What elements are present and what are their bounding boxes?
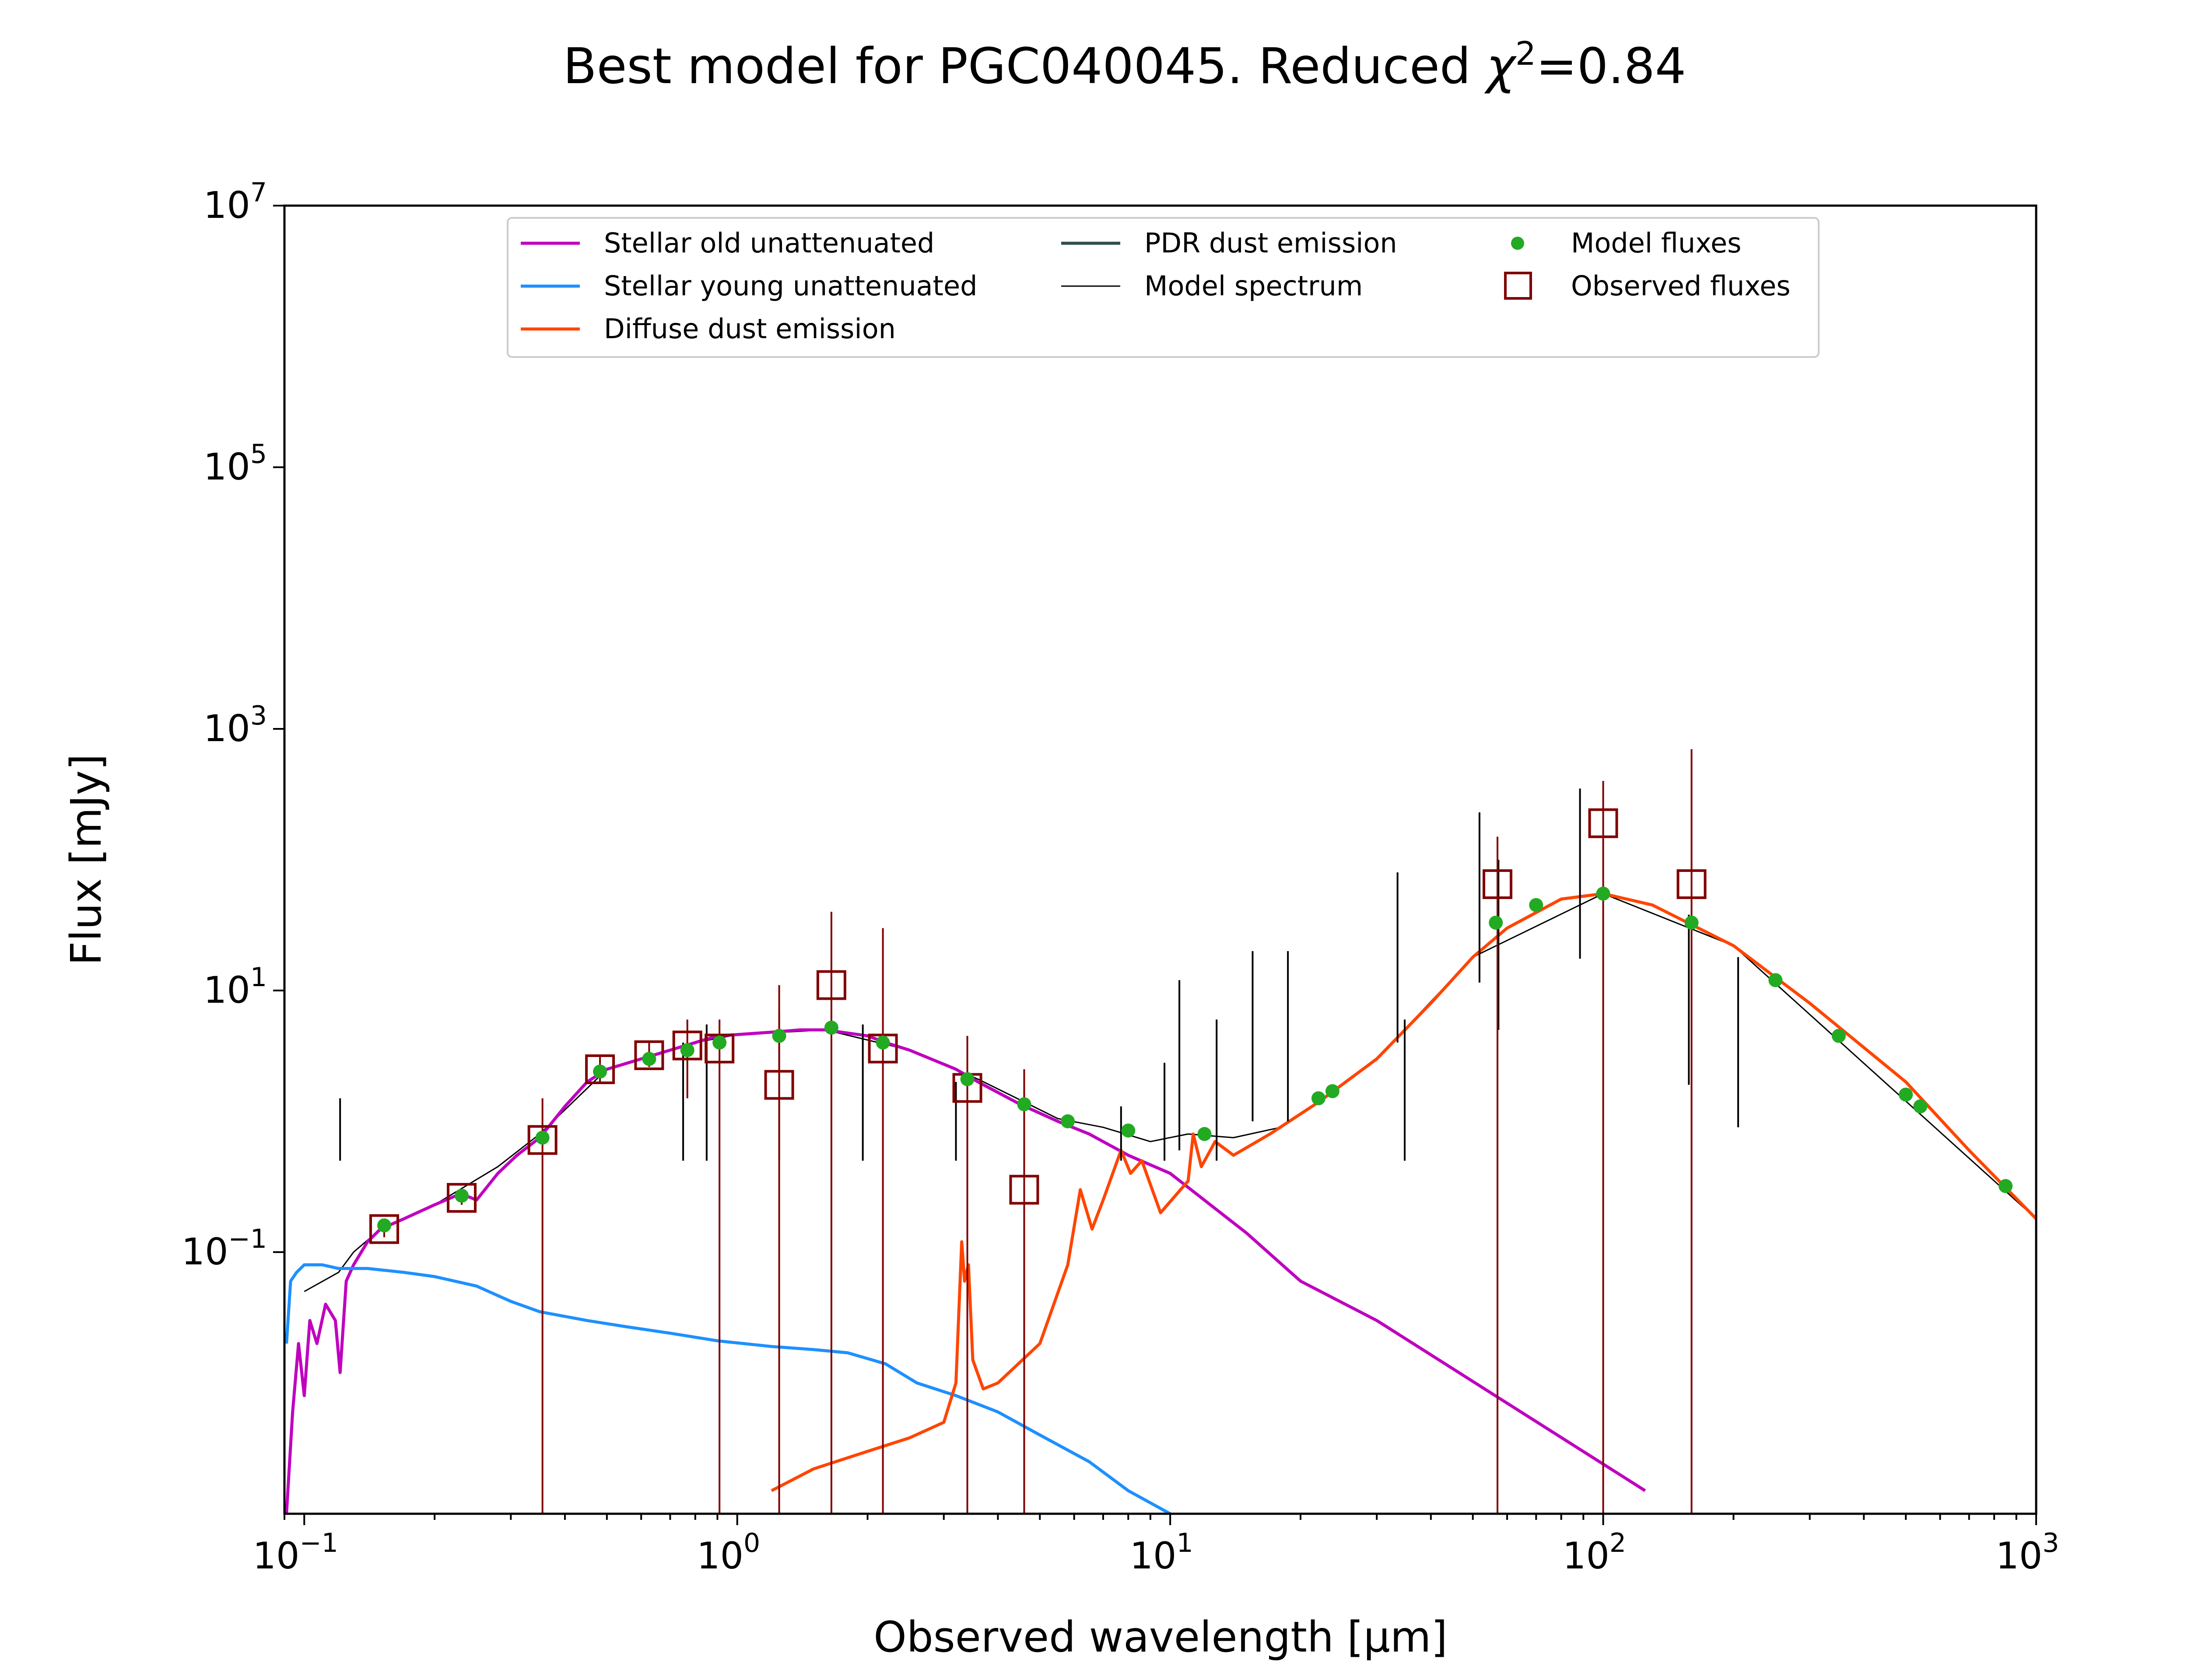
model-flux-point	[377, 1218, 392, 1232]
model-flux-point	[1596, 886, 1610, 901]
model-flux-point	[1999, 1179, 2013, 1193]
model-flux-point	[1913, 1099, 1928, 1113]
observed-flux-marker	[447, 1183, 477, 1213]
model-flux-point	[1311, 1091, 1325, 1106]
model-flux-point	[772, 1029, 786, 1043]
y-tick-label: 10−1	[182, 1224, 267, 1273]
legend-label: PDR dust emission	[1144, 227, 1397, 259]
x-tick-label: 103	[1995, 1528, 2059, 1577]
model-flux-point	[642, 1052, 656, 1066]
chart-title-value: =0.84	[1536, 38, 1686, 95]
series-line-diffuse-dust-emission	[771, 892, 2036, 1492]
model-flux-point	[1197, 1127, 1212, 1141]
model-flux-point	[876, 1035, 890, 1050]
x-tick-label: 100	[697, 1528, 760, 1577]
legend-label: Diffuse dust emission	[604, 313, 896, 345]
model-flux-point	[960, 1072, 975, 1086]
observed-flux-marker	[705, 1033, 735, 1064]
model-flux-point	[535, 1130, 550, 1145]
model-flux-point	[1529, 898, 1543, 912]
chart-title-symbol: χ	[1484, 38, 1517, 95]
legend-item: PDR dust emission	[1061, 227, 1397, 259]
model-flux-point	[1017, 1097, 1031, 1112]
model-flux-point	[1684, 915, 1699, 930]
series-line-stellar-young-unattenuated	[285, 1263, 1171, 1514]
observed-flux-marker	[816, 970, 846, 1000]
model-flux-point	[1489, 915, 1503, 930]
x-axis-label: Observed wavelength [μm]	[873, 1613, 1448, 1662]
observed-flux-marker	[1009, 1175, 1039, 1205]
legend-label: Model fluxes	[1571, 227, 1741, 259]
legend-swatch-square	[1504, 272, 1532, 300]
observed-flux-marker	[585, 1054, 615, 1085]
model-flux-point	[1325, 1084, 1339, 1099]
observed-flux-marker	[672, 1030, 702, 1060]
observed-flux-marker	[369, 1214, 400, 1244]
plot-area	[285, 749, 2036, 1514]
y-tick-label: 107	[203, 177, 267, 227]
model-flux-point	[712, 1035, 727, 1050]
model-flux-point	[1061, 1114, 1075, 1128]
legend: Stellar old unattenuated Stellar young un…	[507, 217, 1820, 358]
observed-flux-marker	[1676, 869, 1707, 899]
model-flux-point	[1831, 1029, 1846, 1043]
y-tick-label: 101	[203, 962, 267, 1012]
legend-item: Model fluxes	[1511, 227, 1741, 259]
y-tick-label: 105	[203, 439, 267, 488]
y-tick-label: 103	[203, 700, 267, 750]
legend-item: Stellar young unattenuated	[521, 270, 977, 302]
observed-flux-marker	[1588, 808, 1618, 838]
observed-flux-marker	[868, 1033, 898, 1064]
legend-label: Observed fluxes	[1571, 270, 1791, 302]
legend-label: Stellar young unattenuated	[604, 270, 977, 302]
observed-flux-marker	[764, 1070, 794, 1100]
model-flux-point	[455, 1189, 469, 1203]
legend-item: Diffuse dust emission	[521, 313, 896, 345]
model-flux-point	[593, 1064, 607, 1079]
chart-title-main: Best model for PGC040045. Reduced	[563, 38, 1487, 95]
legend-swatch-dot	[1511, 237, 1524, 250]
legend-item: Stellar old unattenuated	[521, 227, 934, 259]
model-flux-point	[1768, 973, 1783, 987]
y-axis-label: Flux [mJy]	[62, 754, 111, 966]
x-tick-label: 102	[1563, 1528, 1626, 1577]
legend-item: Model spectrum	[1061, 270, 1363, 302]
legend-label: Model spectrum	[1144, 270, 1363, 302]
legend-label: Stellar old unattenuated	[604, 227, 934, 259]
plot-frame	[283, 204, 2037, 1515]
chart-title-exponent: 2	[1515, 35, 1536, 73]
axes: 10−1 100 101 102 103 10−1 101 103 105 107	[182, 177, 2059, 1577]
observed-flux-marker	[634, 1040, 664, 1070]
model-flux-point	[1121, 1124, 1136, 1138]
legend-item: Observed fluxes	[1504, 270, 1791, 302]
model-flux-point	[680, 1043, 694, 1057]
x-tick-label: 10−1	[253, 1528, 338, 1577]
chart-title: Best model for PGC040045. Reduced χ2=0.8…	[563, 35, 1686, 95]
series-line-model-spectrum	[304, 893, 2036, 1292]
model-flux-point	[824, 1020, 838, 1035]
x-tick-label: 101	[1130, 1528, 1193, 1577]
model-flux-point	[1899, 1087, 1913, 1102]
observed-flux-marker	[527, 1125, 558, 1155]
observed-flux-marker	[1483, 869, 1513, 899]
legend-box	[507, 217, 1820, 358]
